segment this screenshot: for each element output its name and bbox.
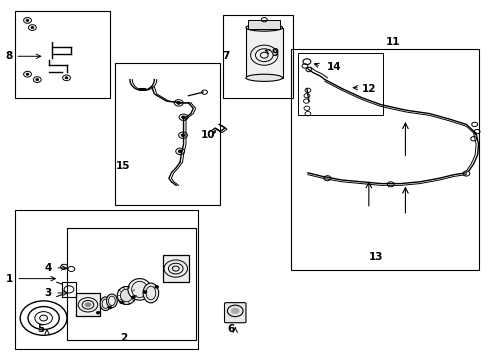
Circle shape <box>85 303 91 307</box>
Ellipse shape <box>128 279 151 300</box>
Circle shape <box>36 78 39 81</box>
Ellipse shape <box>146 286 156 300</box>
Text: 4: 4 <box>44 263 52 273</box>
Bar <box>298 53 383 116</box>
Text: 9: 9 <box>271 48 278 58</box>
Circle shape <box>178 150 182 153</box>
Circle shape <box>31 27 34 29</box>
Bar <box>15 12 110 98</box>
Ellipse shape <box>120 289 132 302</box>
Text: 10: 10 <box>200 130 215 140</box>
Circle shape <box>108 306 112 309</box>
Bar <box>15 211 198 348</box>
Bar <box>162 255 189 282</box>
Ellipse shape <box>106 294 117 308</box>
Ellipse shape <box>100 297 111 311</box>
Text: 8: 8 <box>5 51 13 61</box>
Text: 3: 3 <box>44 288 52 298</box>
Ellipse shape <box>245 24 282 31</box>
Text: 2: 2 <box>120 333 127 343</box>
FancyBboxPatch shape <box>245 28 282 78</box>
Text: 14: 14 <box>326 62 340 72</box>
Bar <box>290 49 478 270</box>
Circle shape <box>231 308 239 314</box>
Circle shape <box>26 73 29 75</box>
Ellipse shape <box>117 287 136 305</box>
Circle shape <box>181 116 185 119</box>
Ellipse shape <box>131 281 147 297</box>
Circle shape <box>181 134 184 136</box>
Ellipse shape <box>143 283 158 303</box>
Text: 6: 6 <box>227 324 234 334</box>
Circle shape <box>120 301 123 304</box>
Text: 15: 15 <box>116 161 130 171</box>
Circle shape <box>131 296 135 299</box>
Circle shape <box>143 291 147 293</box>
Circle shape <box>155 285 158 288</box>
Bar <box>115 63 220 205</box>
Text: 12: 12 <box>361 84 375 94</box>
Text: 1: 1 <box>5 274 13 284</box>
Bar <box>76 293 100 316</box>
Bar <box>66 228 195 339</box>
Ellipse shape <box>102 299 109 309</box>
Ellipse shape <box>108 296 115 306</box>
Ellipse shape <box>245 74 282 81</box>
Circle shape <box>96 311 100 314</box>
Text: 5: 5 <box>37 324 44 334</box>
FancyBboxPatch shape <box>224 303 245 323</box>
Circle shape <box>26 19 29 22</box>
Circle shape <box>65 77 68 79</box>
Bar <box>222 15 293 98</box>
Text: 13: 13 <box>368 252 383 262</box>
Circle shape <box>176 102 180 104</box>
Text: 7: 7 <box>222 51 229 61</box>
Bar <box>248 21 280 30</box>
Text: 11: 11 <box>385 37 400 47</box>
